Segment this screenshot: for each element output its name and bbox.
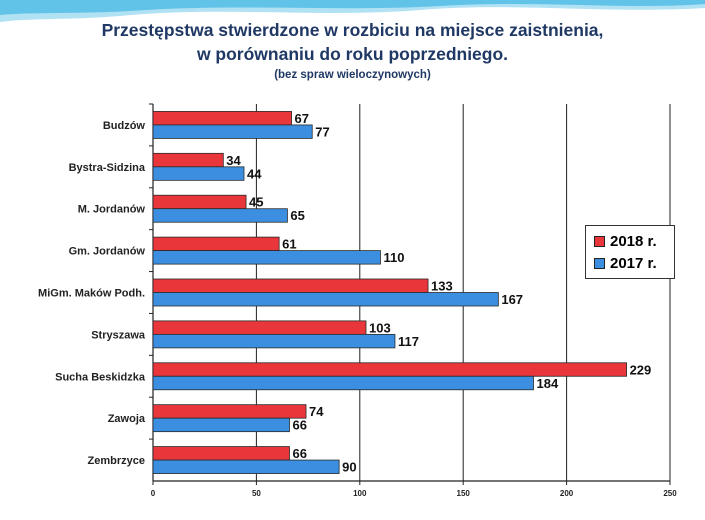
bar-2017: [152, 250, 381, 265]
x-tick-label: 50: [252, 489, 261, 498]
category-label: Zawoja: [108, 413, 146, 425]
legend-swatch-2017: [594, 257, 605, 269]
x-tick-label: 250: [663, 489, 677, 498]
chart-title: Przestępstwa stwierdzone w rozbiciu na m…: [101, 20, 604, 40]
bar-2017: [152, 124, 313, 139]
bar-2018: [152, 236, 280, 252]
x-tick-label: 100: [353, 489, 367, 498]
data-label: 133: [431, 279, 453, 294]
bar-2018: [152, 152, 224, 168]
bar-2018: [152, 111, 292, 126]
chart-legend: 2018 r. 2017 r.: [585, 225, 675, 279]
data-label: 45: [249, 195, 263, 210]
data-label: 110: [383, 250, 404, 265]
legend-item-2018: 2018 r.: [594, 232, 657, 250]
legend-swatch-2018: [594, 235, 605, 247]
x-tick-label: 200: [560, 489, 574, 498]
data-label: 103: [369, 320, 391, 335]
legend-label-2017: 2017 r.: [610, 254, 657, 272]
bar-2018: [152, 362, 627, 377]
legend-label-2018: 2018 r.: [610, 232, 657, 250]
bar-2017: [152, 292, 499, 307]
data-label: 90: [342, 460, 356, 475]
data-label: 34: [226, 153, 241, 168]
bar-2017: [152, 375, 534, 391]
bar-2018: [152, 320, 367, 335]
category-label: Zembrzyce: [88, 455, 145, 467]
data-label: 61: [282, 237, 296, 252]
data-label: 117: [398, 334, 419, 349]
data-label: 184: [537, 376, 559, 391]
bar-2017: [152, 459, 340, 474]
bar-2018: [152, 194, 247, 210]
data-label: 229: [630, 362, 652, 377]
data-label: 77: [315, 124, 329, 139]
category-label: Stryszawa: [91, 329, 146, 341]
category-label: Budzów: [103, 120, 146, 132]
background-wave-decoration: [0, 0, 705, 22]
category-label: MiGm. Maków Podh.: [38, 288, 145, 300]
data-label: 66: [292, 446, 306, 461]
bar-2017: [152, 208, 288, 223]
legend-item-2017: 2017 r.: [594, 254, 657, 272]
data-label: 167: [501, 292, 523, 307]
category-label: Bystra-Sidzina: [69, 162, 146, 174]
bar-2017: [152, 333, 396, 349]
category-label: M. Jordanów: [78, 204, 146, 216]
chart-title-line2: w porównaniu do roku poprzedniego.: [196, 44, 509, 64]
x-tick-label: 150: [457, 489, 471, 498]
data-label: 67: [295, 111, 309, 126]
bar-2018: [152, 278, 429, 293]
category-label: Gm. Jordanów: [69, 246, 146, 258]
bar-2018: [152, 446, 290, 461]
bar-2017: [152, 417, 290, 433]
bar-2018: [152, 404, 307, 419]
chart-subtitle: (bez spraw wieloczynowych): [274, 69, 431, 81]
x-tick-label: 0: [151, 489, 156, 498]
data-label: 65: [290, 208, 304, 223]
bar-2017: [152, 166, 245, 181]
category-label: Sucha Beskidzka: [55, 371, 146, 383]
data-label: 74: [309, 404, 324, 419]
data-label: 66: [292, 418, 306, 433]
data-label: 44: [247, 166, 262, 181]
